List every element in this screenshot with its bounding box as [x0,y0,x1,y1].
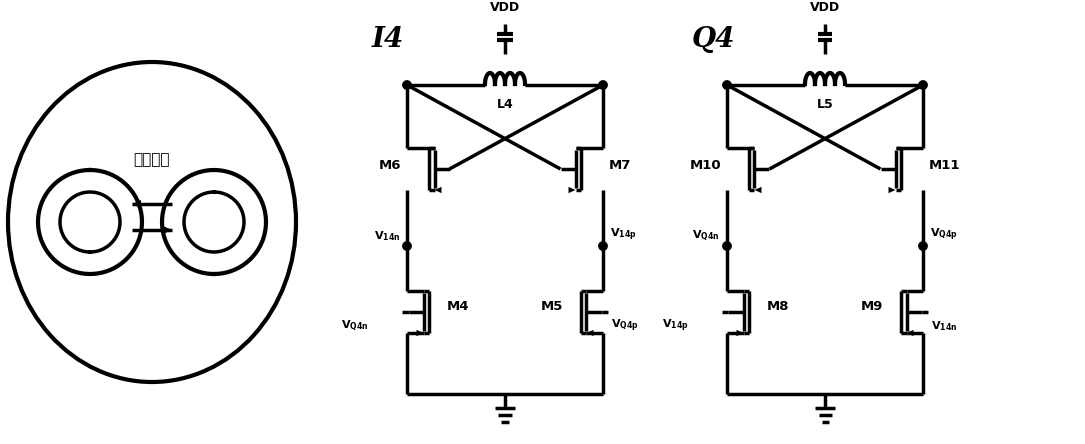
Text: M9: M9 [860,300,883,313]
Polygon shape [889,187,895,193]
Text: $\mathbf{V_{14p}}$: $\mathbf{V_{14p}}$ [662,318,689,334]
Text: I4: I4 [372,25,405,52]
Text: M7: M7 [609,159,631,171]
Text: $\mathbf{V_{14n}}$: $\mathbf{V_{14n}}$ [931,319,957,333]
Text: M11: M11 [929,159,960,171]
Circle shape [723,242,731,250]
Text: $\mathbf{V_{Q4p}}$: $\mathbf{V_{Q4p}}$ [930,226,958,243]
Polygon shape [434,187,442,193]
Circle shape [919,242,928,250]
Text: M10: M10 [689,159,722,171]
Polygon shape [754,187,762,193]
Text: $\mathbf{V_{Q4n}}$: $\mathbf{V_{Q4n}}$ [342,319,369,333]
Text: $\mathbf{V_{14p}}$: $\mathbf{V_{14p}}$ [610,226,637,243]
Circle shape [599,81,608,89]
Circle shape [723,81,731,89]
Text: VDD: VDD [490,1,520,14]
Circle shape [599,242,608,250]
Text: L5: L5 [817,98,833,111]
Text: M6: M6 [379,159,401,171]
Text: 正交耦合: 正交耦合 [133,152,170,167]
Polygon shape [417,330,423,336]
Polygon shape [737,330,743,336]
Circle shape [403,242,411,250]
Text: VDD: VDD [809,1,840,14]
Polygon shape [132,200,141,208]
Polygon shape [163,226,173,234]
Circle shape [919,81,928,89]
Polygon shape [906,330,914,336]
Text: M5: M5 [540,300,563,313]
Text: L4: L4 [497,98,513,111]
Text: $\mathbf{V_{14n}}$: $\mathbf{V_{14n}}$ [373,229,400,243]
Text: M4: M4 [447,300,470,313]
Text: $\mathbf{V_{Q4n}}$: $\mathbf{V_{Q4n}}$ [692,229,720,243]
Text: Q4: Q4 [692,25,736,52]
Text: $\mathbf{V_{Q4p}}$: $\mathbf{V_{Q4p}}$ [611,318,639,334]
Circle shape [403,81,411,89]
Polygon shape [587,330,593,336]
Text: M8: M8 [767,300,790,313]
Polygon shape [569,187,575,193]
